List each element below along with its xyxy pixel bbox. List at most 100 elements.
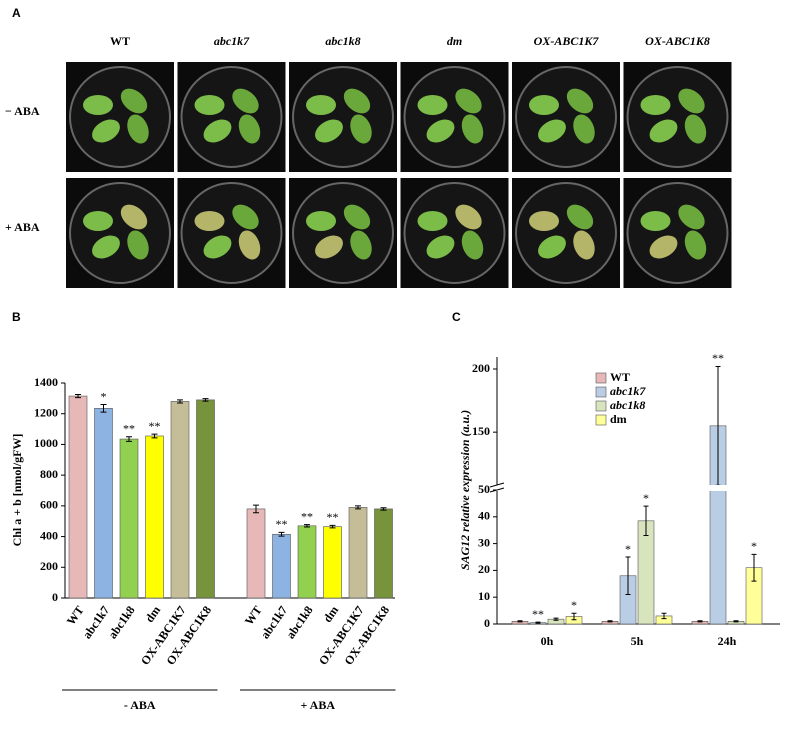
row-label: + ABA — [5, 220, 40, 234]
leaf — [92, 119, 120, 143]
error-bar — [75, 394, 81, 399]
significance: ** — [301, 509, 313, 523]
y-tick-label: 150 — [472, 424, 490, 438]
axis-break — [489, 485, 505, 491]
leaf — [426, 119, 455, 143]
error-bar — [329, 524, 336, 529]
leaf — [306, 211, 336, 231]
leaf — [538, 119, 566, 143]
leaf — [640, 95, 671, 115]
legend-swatch — [595, 386, 607, 398]
x-tick-label: dm — [320, 603, 341, 625]
column-label: WT — [110, 34, 130, 48]
leaf — [649, 119, 678, 143]
x-tick-label: abc1k8 — [105, 603, 138, 641]
leaf — [566, 204, 594, 230]
error-bar — [607, 620, 613, 623]
bar-break — [708, 485, 728, 491]
error-bar — [553, 617, 559, 621]
bar — [119, 438, 139, 599]
y-tick-label: 10 — [478, 589, 490, 603]
y-tick-label: 800 — [40, 467, 58, 481]
bar — [297, 525, 317, 599]
leaf — [127, 230, 149, 260]
legend-label: abc1k8 — [610, 398, 645, 412]
y-tick-label: 400 — [40, 528, 58, 542]
error-bar — [697, 620, 703, 623]
leaf — [120, 204, 148, 230]
petri-dish — [69, 182, 171, 284]
significance: ** — [712, 351, 724, 365]
leaf — [238, 114, 261, 144]
error-bar — [253, 504, 259, 514]
significance: ** — [149, 419, 161, 433]
leaf — [350, 114, 372, 144]
bar — [374, 508, 393, 599]
leaf — [92, 235, 120, 259]
leaf — [350, 230, 372, 260]
petri-dish — [403, 66, 506, 168]
error-bar — [535, 621, 541, 624]
leaf — [426, 235, 455, 259]
petri-dish — [626, 182, 729, 284]
group-label: - ABA — [124, 698, 156, 712]
y-tick-label: 1000 — [34, 436, 58, 450]
leaf — [203, 119, 232, 143]
x-tick-label: WT — [64, 603, 87, 627]
bar — [94, 408, 113, 599]
error-bar — [151, 433, 158, 439]
leaf — [640, 211, 671, 231]
significance: * — [751, 539, 757, 553]
panel-label: B — [12, 310, 21, 324]
y-tick-label: 20 — [478, 562, 490, 576]
bar — [246, 508, 266, 599]
bar — [68, 395, 88, 599]
leaf — [461, 230, 484, 260]
bar — [348, 507, 368, 599]
column-label: abc1k8 — [325, 34, 360, 48]
leaf — [315, 235, 343, 259]
y-tick-label: 0 — [484, 616, 490, 630]
group-label: + ABA — [300, 698, 335, 712]
row-label: − ABA — [5, 104, 40, 118]
petri-dish — [180, 66, 283, 168]
error-bar — [733, 620, 739, 623]
petri-dish — [180, 182, 283, 284]
bar — [637, 520, 655, 625]
error-bar — [126, 436, 132, 442]
y-tick-label: 1400 — [34, 375, 58, 389]
petri-dish — [292, 182, 394, 284]
significance: ** — [532, 607, 544, 621]
bar — [272, 533, 291, 599]
leaf — [238, 230, 261, 260]
leaf — [120, 88, 148, 114]
bar — [323, 526, 342, 599]
leaf — [538, 235, 566, 259]
panel-label: A — [12, 6, 21, 20]
error-bar — [355, 505, 361, 510]
bar — [196, 399, 215, 599]
error-bar — [517, 620, 523, 623]
error-bar — [100, 404, 107, 413]
leaf — [343, 88, 371, 114]
y-tick-label: 0 — [52, 590, 58, 604]
petri-dish — [626, 66, 729, 168]
leaf — [678, 204, 705, 230]
leaf — [678, 88, 705, 114]
y-axis-label: SAG12 relative expression (a.u.) — [458, 410, 472, 570]
y-tick-label: 600 — [40, 498, 58, 512]
y-tick-label: 1200 — [34, 405, 58, 419]
leaf — [455, 204, 482, 230]
legend-swatch — [595, 372, 607, 384]
significance: * — [101, 389, 107, 403]
significance: ** — [276, 517, 288, 531]
legend-label: dm — [610, 412, 627, 426]
significance: * — [625, 542, 631, 556]
column-label: dm — [447, 34, 462, 48]
error-bar — [625, 556, 631, 596]
error-bar — [380, 507, 387, 511]
significance: * — [643, 491, 649, 505]
leaf — [529, 95, 559, 115]
photo-panel — [66, 62, 732, 288]
